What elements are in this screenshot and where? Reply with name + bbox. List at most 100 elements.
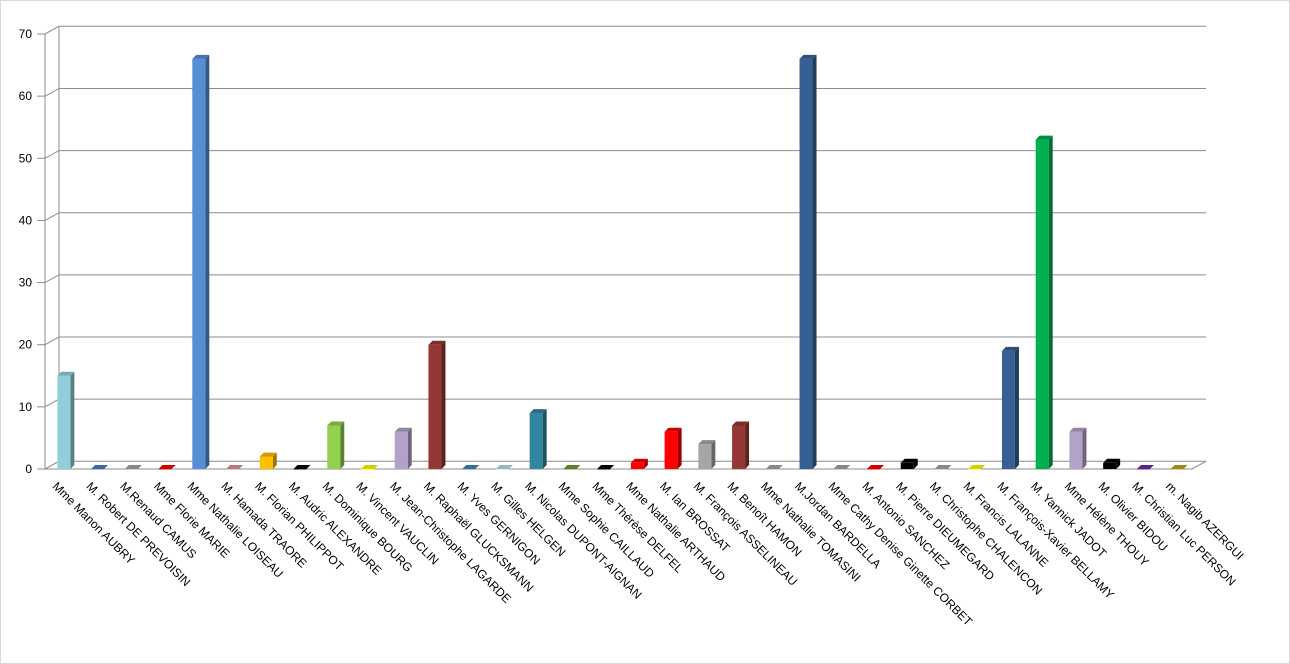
bar — [360, 465, 378, 470]
bar — [833, 465, 851, 470]
bar-top — [495, 465, 513, 469]
bar-side — [70, 371, 75, 469]
bar — [259, 452, 277, 469]
bar-front — [1001, 350, 1015, 469]
bar — [1103, 458, 1121, 469]
bar-top — [799, 54, 817, 59]
bar-top — [698, 440, 716, 445]
bar — [394, 427, 412, 469]
bar-side — [1082, 427, 1087, 469]
bar-front — [597, 469, 611, 470]
bar-front — [495, 469, 509, 470]
bar-side — [677, 427, 682, 469]
bar-front — [462, 469, 476, 470]
bar-front — [563, 469, 577, 470]
bar-top — [900, 458, 918, 463]
bar-front — [934, 469, 948, 470]
bar — [765, 465, 783, 470]
bar-top — [428, 340, 446, 345]
bar-top — [867, 465, 885, 469]
bar — [563, 465, 581, 470]
bar-top — [597, 465, 615, 469]
y-tick-label: 10 — [19, 400, 33, 414]
bar-front — [1035, 139, 1049, 469]
bar-side — [205, 54, 210, 469]
bar-side — [913, 458, 918, 469]
bars — [57, 54, 1188, 470]
bar-front — [799, 58, 813, 469]
bar — [968, 465, 986, 470]
bar-top — [1103, 458, 1121, 463]
bar-front — [833, 469, 847, 470]
bar-top — [192, 54, 210, 59]
bar-top — [630, 458, 648, 463]
bar-front — [867, 469, 881, 470]
bar-top — [968, 465, 986, 469]
bar — [1170, 465, 1188, 470]
bar-top — [833, 465, 851, 469]
bar — [1069, 427, 1087, 469]
bar-top — [1035, 135, 1053, 140]
bar — [226, 465, 244, 470]
y-tick-label: 50 — [19, 151, 33, 165]
bar-side — [340, 421, 345, 469]
bar — [192, 54, 210, 469]
bar-side — [1014, 346, 1019, 469]
bar — [630, 458, 648, 469]
bar-front — [1103, 462, 1117, 469]
bar-top — [1136, 465, 1154, 469]
bar-front — [664, 431, 678, 469]
bar-side — [1116, 458, 1121, 469]
bar-front — [900, 462, 914, 469]
bar — [495, 465, 513, 470]
bar-top — [394, 427, 412, 432]
bar — [428, 340, 446, 469]
bar — [57, 371, 75, 469]
bar-front — [360, 469, 374, 470]
bar-side — [745, 421, 750, 469]
bar-top — [664, 427, 682, 432]
bar-top — [124, 465, 142, 469]
bar-front — [529, 413, 543, 469]
bar-front — [124, 469, 138, 470]
bar-side — [272, 452, 277, 469]
bar-side — [407, 427, 412, 469]
bar — [1001, 346, 1019, 469]
bar — [799, 54, 817, 469]
bar-top — [529, 409, 547, 414]
bar — [1035, 135, 1053, 469]
bar-front — [394, 431, 408, 469]
bar — [1136, 465, 1154, 470]
bar-side — [643, 458, 648, 469]
bar-top — [732, 421, 750, 426]
bar-top — [158, 465, 176, 469]
bar-front — [968, 469, 982, 470]
bar-front — [1136, 469, 1150, 470]
bar-top — [327, 421, 345, 426]
y-tick-label: 60 — [19, 89, 33, 103]
bar-front — [57, 375, 71, 469]
bar-top — [259, 452, 277, 457]
bar-front — [765, 469, 779, 470]
bar — [900, 458, 918, 469]
bar-top — [765, 465, 783, 469]
y-axis-ticks: 0 10 20 30 40 50 60 70 — [19, 27, 45, 476]
y-tick-label: 30 — [19, 276, 33, 290]
bar-front — [327, 425, 341, 469]
bar-front — [259, 456, 273, 469]
bar-side — [1048, 135, 1053, 469]
bar-top — [91, 465, 109, 469]
bar-top — [462, 465, 480, 469]
bar — [698, 440, 716, 469]
bar-top — [57, 371, 75, 376]
bar-top — [293, 465, 311, 469]
bar-front — [91, 469, 105, 470]
bar-front — [158, 469, 172, 470]
bar-top — [360, 465, 378, 469]
bar-front — [428, 344, 442, 469]
bar-top — [934, 465, 952, 469]
